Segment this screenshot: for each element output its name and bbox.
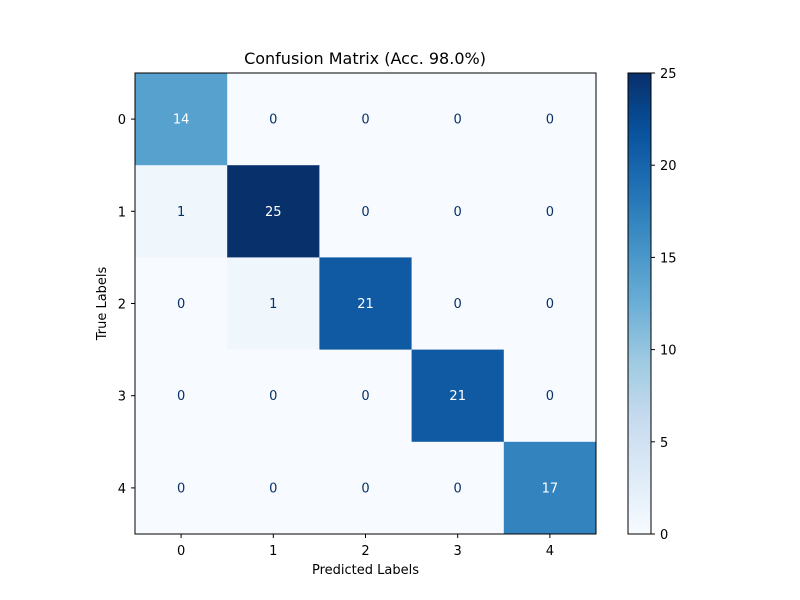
y-tick-label: 3	[118, 390, 126, 405]
heatmap-cell	[319, 165, 413, 258]
heatmap-cell	[319, 349, 413, 443]
cell-value-label: 1	[177, 205, 185, 220]
x-tick-label: 3	[454, 544, 462, 559]
cell-value-label: 21	[357, 297, 374, 312]
cell-value-label: 21	[449, 389, 466, 404]
cell-value-label: 0	[177, 297, 185, 312]
colorbar-tick-label: 15	[660, 251, 677, 266]
x-tick-label: 4	[546, 544, 554, 559]
chart-title: Confusion Matrix (Acc. 98.0%)	[244, 49, 486, 68]
colorbar-tick-label: 20	[660, 159, 677, 174]
heatmap-cell	[227, 349, 320, 443]
cell-value-label: 0	[269, 481, 277, 496]
x-tick-label: 0	[177, 544, 185, 559]
heatmap-cell	[227, 441, 320, 535]
cell-value-label: 0	[546, 389, 554, 404]
x-tick-label: 2	[361, 544, 369, 559]
cell-value-label: 0	[454, 205, 462, 220]
heatmap-cell	[319, 73, 413, 166]
x-axis-label: Predicted Labels	[312, 563, 419, 578]
cell-value-label: 0	[269, 113, 277, 128]
cell-value-label: 0	[177, 481, 185, 496]
cell-value-label: 0	[361, 481, 369, 496]
heatmap-cell	[135, 349, 228, 443]
heatmap-cell	[227, 165, 320, 258]
cell-value-label: 0	[546, 113, 554, 128]
cell-value-label: 14	[173, 113, 190, 128]
cell-value-label: 0	[361, 205, 369, 220]
heatmap-cell	[227, 257, 320, 351]
heatmap-cell	[503, 73, 597, 166]
heatmap-cell	[503, 257, 597, 351]
y-axis-ticks: 0 1 2 3 4	[118, 113, 135, 497]
x-axis-ticks: 0 1 2 3 4	[177, 534, 554, 559]
cell-value-label: 0	[546, 205, 554, 220]
heatmap-cell	[135, 165, 228, 258]
heatmap-cell	[135, 73, 228, 166]
x-tick-label: 1	[269, 544, 277, 559]
heatmap-cell	[135, 257, 228, 351]
cell-value-label: 0	[361, 113, 369, 128]
cell-value-label: 1	[269, 297, 277, 312]
cell-value-label: 0	[269, 389, 277, 404]
heatmap-cell	[411, 349, 505, 443]
colorbar-ticks: 0 5 10 15 20 25	[651, 67, 677, 543]
cell-value-label: 0	[454, 113, 462, 128]
heatmap-cells	[135, 73, 597, 535]
heatmap-cell	[503, 165, 597, 258]
cell-value-label: 17	[542, 481, 559, 496]
colorbar-tick-label: 25	[660, 67, 677, 82]
cell-value-label: 0	[177, 389, 185, 404]
y-tick-label: 1	[118, 205, 126, 220]
colorbar-tick-label: 5	[660, 436, 668, 451]
cell-value-label: 0	[546, 297, 554, 312]
cell-value-label: 0	[454, 481, 462, 496]
cell-value-label: 0	[361, 389, 369, 404]
colorbar	[628, 73, 651, 534]
colorbar-tick-label: 10	[660, 344, 677, 359]
heatmap-cell	[319, 441, 413, 535]
y-tick-label: 4	[118, 482, 126, 497]
colorbar-tick-label: 0	[660, 528, 668, 543]
cell-value-label: 0	[454, 297, 462, 312]
heatmap-cell	[503, 441, 597, 535]
heatmap-cell	[503, 349, 597, 443]
heatmap-cell	[227, 73, 320, 166]
heatmap-cell	[411, 257, 505, 351]
y-tick-label: 2	[118, 298, 126, 313]
y-tick-label: 0	[118, 113, 126, 128]
y-axis-label: True Labels	[95, 266, 110, 341]
heatmap-cell	[411, 441, 505, 535]
cell-value-label: 25	[265, 205, 282, 220]
heatmap-cell	[319, 257, 413, 351]
heatmap-cell	[411, 165, 505, 258]
heatmap-cell-labels: 14 0 0 0 0 1 25 0 0 0 0 1 21 0 0 0 0 0 21 0 0 0 0 0 17	[173, 113, 558, 497]
heatmap-cell	[411, 73, 505, 166]
heatmap-cell	[135, 441, 228, 535]
colorbar-frame	[627, 72, 652, 535]
